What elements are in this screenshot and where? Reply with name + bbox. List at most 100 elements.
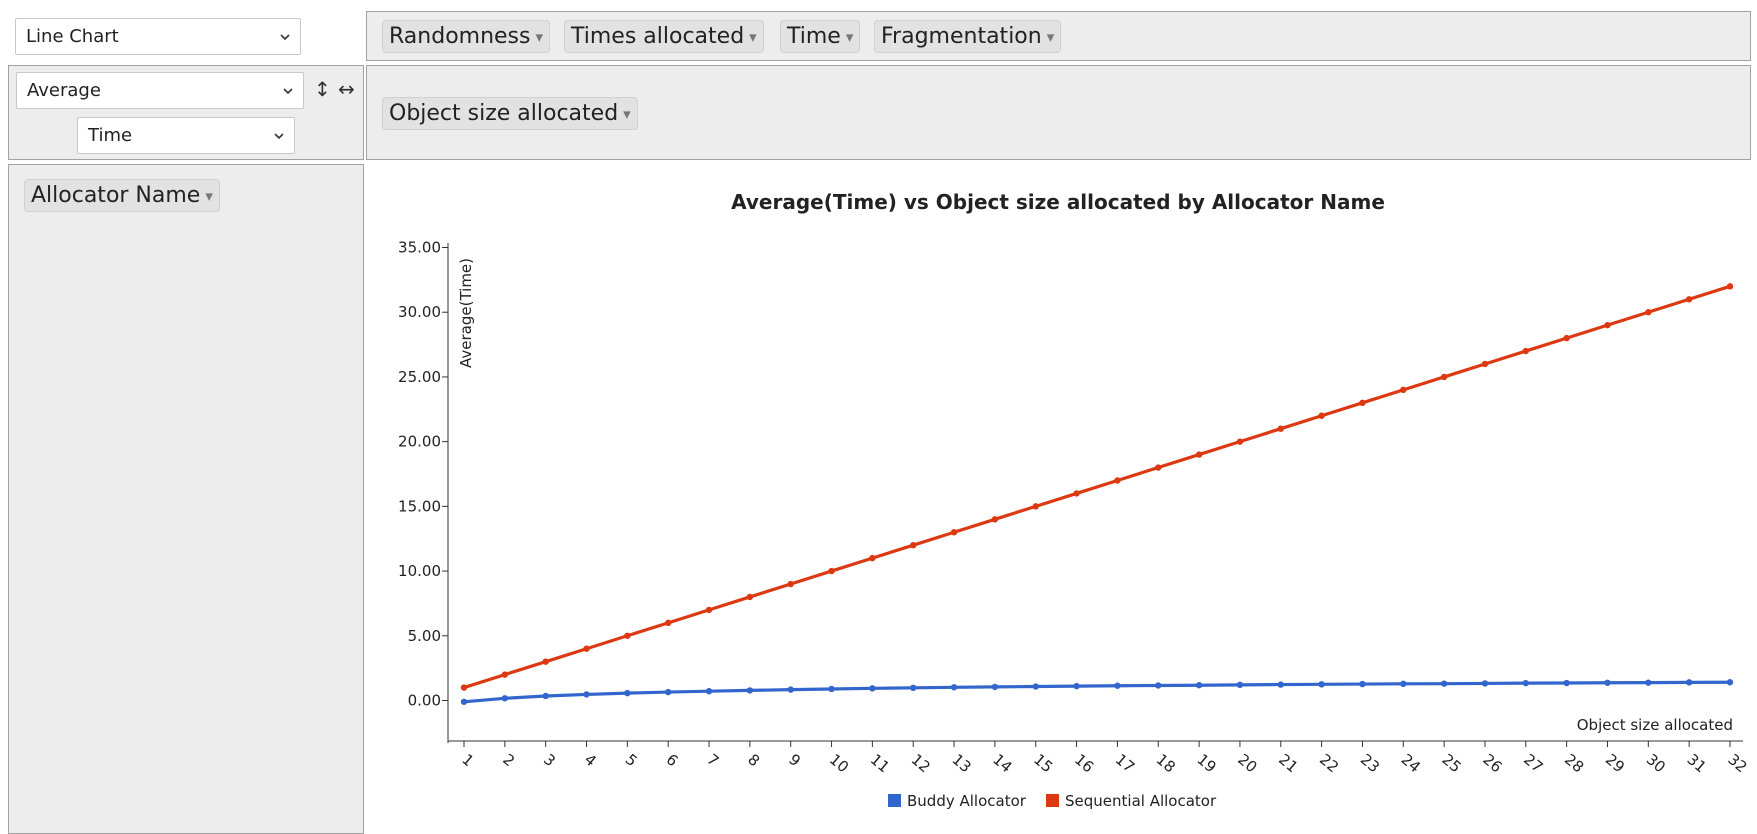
x-tick-label: 23 bbox=[1357, 750, 1383, 776]
y-tick-label: 35.00 bbox=[398, 239, 441, 257]
data-point bbox=[787, 580, 794, 588]
data-point bbox=[1318, 412, 1325, 419]
sort-cols-icon[interactable]: ↔ bbox=[338, 77, 355, 101]
y-axis-label: Average(Time) bbox=[457, 258, 475, 368]
attribute-pill-object-size-allocated[interactable]: Object size allocated ▾ bbox=[382, 97, 638, 130]
dropdown-arrow-icon[interactable]: ▾ bbox=[845, 27, 854, 46]
data-point bbox=[746, 687, 754, 694]
dropdown-arrow-icon[interactable]: ▾ bbox=[749, 27, 757, 46]
x-tick-label: 19 bbox=[1194, 750, 1220, 776]
aggregator-attribute-value: Time bbox=[88, 125, 133, 146]
data-point bbox=[501, 695, 509, 702]
legend-label: Sequential Allocator bbox=[1065, 792, 1217, 810]
data-point bbox=[460, 684, 468, 691]
data-point bbox=[1032, 503, 1039, 510]
data-point bbox=[1155, 682, 1162, 689]
x-tick-label: 6 bbox=[663, 750, 682, 770]
data-point bbox=[1726, 283, 1734, 290]
x-tick-label: 31 bbox=[1684, 750, 1710, 776]
x-axis-label: Object size allocated bbox=[1577, 716, 1733, 734]
data-point bbox=[828, 567, 835, 575]
chart-title: Average(Time) vs Object size allocated b… bbox=[731, 190, 1385, 214]
data-point bbox=[1685, 679, 1693, 686]
x-tick-label: 8 bbox=[744, 750, 763, 770]
data-point bbox=[1032, 683, 1039, 690]
x-tick-label: 13 bbox=[948, 750, 974, 776]
x-tick-label: 28 bbox=[1561, 750, 1587, 776]
data-point bbox=[1236, 681, 1244, 689]
data-point bbox=[1481, 360, 1489, 368]
attribute-pill-label: Fragmentation bbox=[881, 24, 1042, 49]
x-tick-label: 9 bbox=[785, 750, 804, 770]
data-point bbox=[1155, 464, 1162, 471]
sort-rows-icon[interactable]: ↕ bbox=[314, 77, 331, 101]
aggregator-attribute-select[interactable]: Time bbox=[77, 117, 295, 154]
data-point bbox=[1645, 679, 1652, 686]
attribute-pill-time[interactable]: Time ▾ bbox=[780, 20, 861, 53]
data-point bbox=[583, 691, 590, 698]
data-point bbox=[1645, 309, 1652, 316]
data-point bbox=[746, 593, 754, 601]
renderer-select[interactable]: Line Chart bbox=[15, 18, 301, 55]
x-tick-label: 1 bbox=[458, 750, 477, 770]
attribute-pill-label: Randomness bbox=[389, 24, 531, 49]
data-point bbox=[1318, 681, 1325, 688]
y-tick-label: 25.00 bbox=[398, 368, 441, 386]
y-tick-label: 20.00 bbox=[398, 433, 441, 451]
data-point bbox=[624, 689, 631, 697]
x-tick-label: 4 bbox=[581, 750, 600, 770]
x-tick-label: 10 bbox=[826, 750, 852, 776]
dropdown-arrow-icon[interactable]: ▾ bbox=[205, 186, 213, 205]
data-point bbox=[1400, 680, 1407, 688]
chart-area: Average(Time) vs Object size allocated b… bbox=[368, 163, 1757, 825]
aggregator-select[interactable]: Average bbox=[16, 72, 304, 109]
data-point bbox=[1522, 347, 1530, 355]
data-point bbox=[664, 688, 672, 696]
attribute-pill-allocator-name[interactable]: Allocator Name ▾ bbox=[24, 179, 220, 212]
x-tick-label: 2 bbox=[499, 750, 518, 770]
data-point bbox=[1195, 682, 1203, 689]
data-point bbox=[664, 619, 672, 627]
data-point bbox=[460, 698, 468, 705]
dropdown-arrow-icon[interactable]: ▾ bbox=[623, 104, 631, 123]
data-point bbox=[1236, 438, 1244, 445]
data-point bbox=[1114, 477, 1121, 484]
attribute-pill-times-allocated[interactable]: Times allocated ▾ bbox=[564, 20, 764, 53]
data-point bbox=[1685, 296, 1693, 303]
chevron-down-icon bbox=[280, 33, 290, 40]
series-line-buddy bbox=[463, 680, 1731, 704]
column-attributes-panel: Object size allocated ▾ bbox=[366, 65, 1751, 160]
attribute-pill-randomness[interactable]: Randomness ▾ bbox=[382, 20, 551, 53]
data-point bbox=[991, 683, 999, 691]
attribute-pill-label: Object size allocated bbox=[389, 101, 619, 126]
data-point bbox=[1481, 680, 1489, 687]
x-tick-label: 12 bbox=[908, 750, 934, 776]
data-point bbox=[705, 606, 713, 614]
dropdown-arrow-icon[interactable]: ▾ bbox=[535, 27, 544, 46]
aggregator-select-value: Average bbox=[27, 80, 101, 101]
y-tick-label: 30.00 bbox=[398, 303, 441, 321]
renderer-select-value: Line Chart bbox=[26, 26, 119, 47]
data-point bbox=[1440, 373, 1448, 381]
x-tick-label: 5 bbox=[622, 750, 641, 770]
data-point bbox=[583, 645, 590, 652]
data-point bbox=[1563, 679, 1570, 687]
x-tick-label: 27 bbox=[1520, 750, 1546, 776]
data-point bbox=[910, 541, 917, 549]
data-point bbox=[1359, 399, 1366, 407]
data-point bbox=[787, 686, 794, 693]
attribute-pill-fragmentation[interactable]: Fragmentation ▾ bbox=[874, 20, 1062, 53]
line-chart: Average(Time) vs Object size allocated b… bbox=[398, 190, 1751, 810]
data-point bbox=[624, 632, 631, 639]
x-tick-label: 17 bbox=[1112, 750, 1138, 776]
data-point bbox=[1073, 682, 1080, 690]
data-point bbox=[1114, 682, 1121, 689]
data-point bbox=[1563, 334, 1570, 342]
data-point bbox=[950, 684, 958, 691]
x-tick-label: 21 bbox=[1275, 750, 1301, 776]
x-tick-label: 18 bbox=[1153, 750, 1179, 776]
dropdown-arrow-icon[interactable]: ▾ bbox=[1046, 27, 1055, 46]
data-point bbox=[869, 554, 876, 562]
data-point bbox=[1277, 681, 1284, 688]
x-tick-label: 11 bbox=[867, 750, 893, 776]
